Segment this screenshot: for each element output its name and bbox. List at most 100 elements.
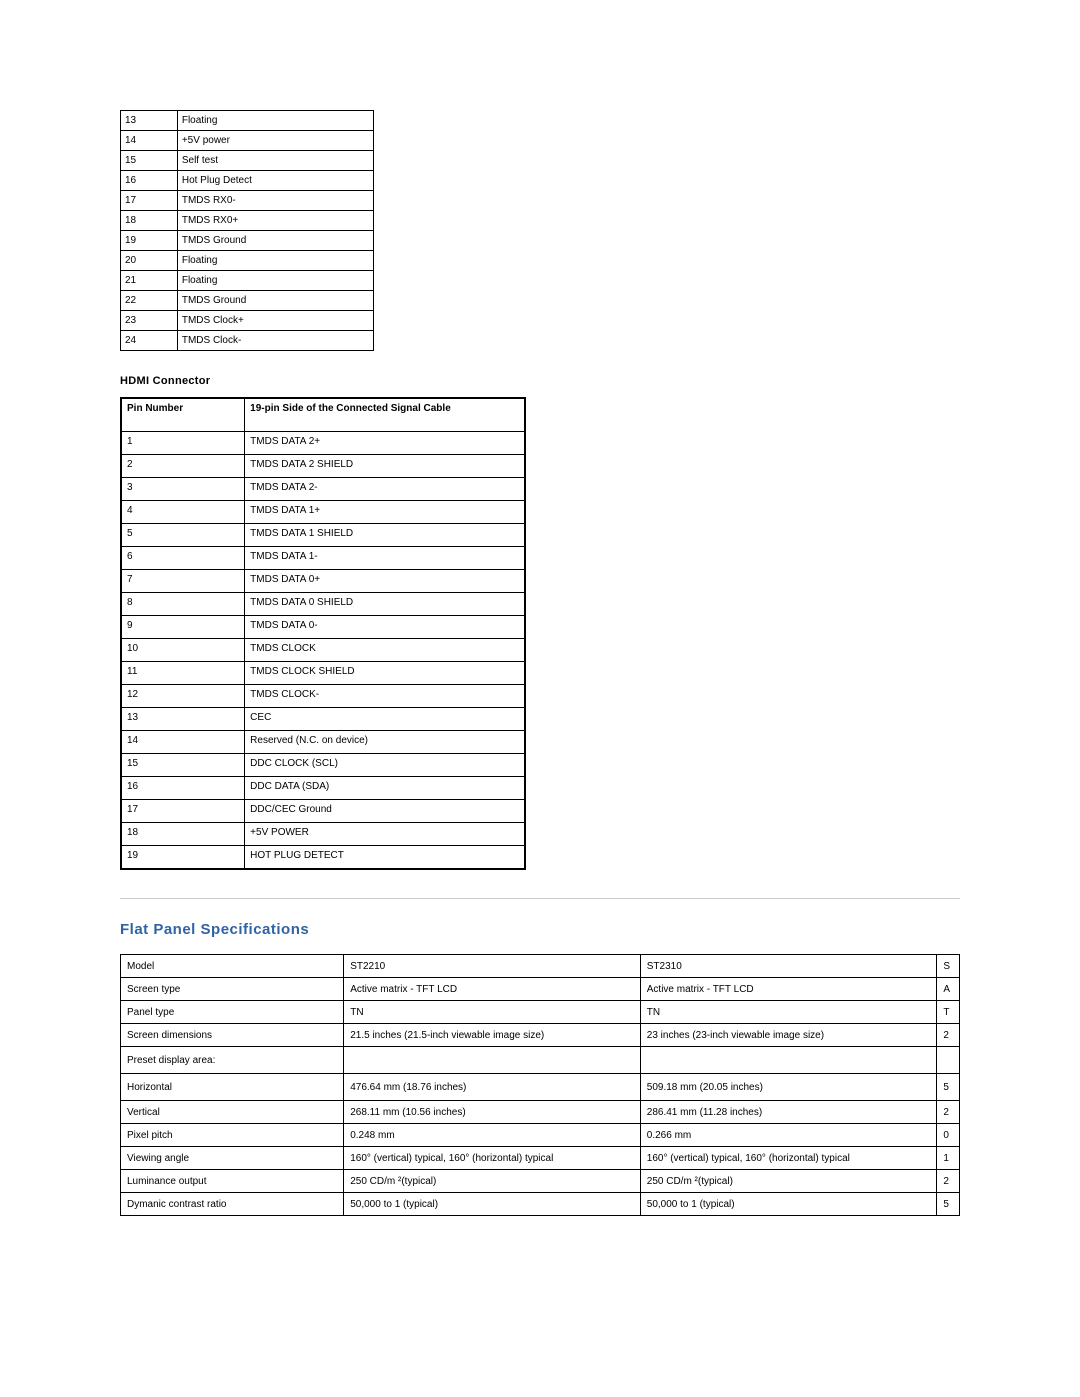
table-row: 21Floating	[121, 271, 374, 291]
cell: +5V POWER	[245, 823, 525, 846]
cell: TMDS DATA 2-	[245, 478, 525, 501]
cell: HOT PLUG DETECT	[245, 846, 525, 870]
cell: TMDS Ground	[177, 231, 373, 251]
cell: 7	[121, 570, 245, 593]
cell: 250 CD/m ²(typical)	[344, 1170, 641, 1193]
table-row: 14+5V power	[121, 131, 374, 151]
cell: TMDS DATA 2 SHIELD	[245, 455, 525, 478]
cell: Reserved (N.C. on device)	[245, 731, 525, 754]
table-row: 1TMDS DATA 2+	[121, 432, 525, 455]
cell: Preset display area:	[121, 1047, 344, 1074]
table-row: ModelST2210ST2310S	[121, 955, 960, 978]
cell: 2	[121, 455, 245, 478]
cell: TMDS RX0-	[177, 191, 373, 211]
cell: 17	[121, 191, 178, 211]
flat-panel-spec-table: ModelST2210ST2310SScreen type Active matr…	[120, 954, 960, 1216]
cell: 16	[121, 171, 178, 191]
table-row: 8TMDS DATA 0 SHIELD	[121, 593, 525, 616]
cell: TMDS DATA 0 SHIELD	[245, 593, 525, 616]
hdmi-header-pin: Pin Number	[121, 398, 245, 432]
cell: TMDS DATA 0+	[245, 570, 525, 593]
cell: 3	[121, 478, 245, 501]
cell: 5	[937, 1074, 960, 1101]
table-row: 7TMDS DATA 0+	[121, 570, 525, 593]
table-row: 3TMDS DATA 2-	[121, 478, 525, 501]
cell: Vertical	[121, 1101, 344, 1124]
table-row: Luminance output250 CD/m ²(typical)250 C…	[121, 1170, 960, 1193]
cell: 50,000 to 1 (typical)	[344, 1193, 641, 1216]
cell: 10	[121, 639, 245, 662]
cell: Hot Plug Detect	[177, 171, 373, 191]
hdmi-heading: HDMI Connector	[120, 375, 960, 387]
cell: 19	[121, 231, 178, 251]
table-row: Horizontal476.64 mm (18.76 inches)509.18…	[121, 1074, 960, 1101]
cell: 50,000 to 1 (typical)	[640, 1193, 937, 1216]
cell: Panel type	[121, 1001, 344, 1024]
cell: 15	[121, 151, 178, 171]
table-row: Panel typeTNTNT	[121, 1001, 960, 1024]
cell: TN	[344, 1001, 641, 1024]
cell: Floating	[177, 271, 373, 291]
table-row: 16Hot Plug Detect	[121, 171, 374, 191]
cell: TMDS DATA 1+	[245, 501, 525, 524]
cell: TMDS DATA 1 SHIELD	[245, 524, 525, 547]
cell: 14	[121, 731, 245, 754]
cell: TMDS Clock+	[177, 311, 373, 331]
cell: 4	[121, 501, 245, 524]
cell: DDC CLOCK (SCL)	[245, 754, 525, 777]
flat-panel-heading: Flat Panel Specifications	[120, 921, 960, 938]
table-row: Preset display area:	[121, 1047, 960, 1074]
cell: 160° (vertical) typical, 160° (horizonta…	[344, 1147, 641, 1170]
table-row: Screen dimensions21.5 inches (21.5-inch …	[121, 1024, 960, 1047]
table-row: 18+5V POWER	[121, 823, 525, 846]
cell: 12	[121, 685, 245, 708]
cell: S	[937, 955, 960, 978]
hdmi-connector-table: Pin Number 19-pin Side of the Connected …	[120, 397, 526, 870]
table-row: 11TMDS CLOCK SHIELD	[121, 662, 525, 685]
cell: 23	[121, 311, 178, 331]
cell: Dymanic contrast ratio	[121, 1193, 344, 1216]
table-row: 2TMDS DATA 2 SHIELD	[121, 455, 525, 478]
cell: 6	[121, 547, 245, 570]
cell: TMDS CLOCK	[245, 639, 525, 662]
table-row: 24TMDS Clock-	[121, 331, 374, 351]
cell: ST2310	[640, 955, 937, 978]
table-row: 20Floating	[121, 251, 374, 271]
cell: TMDS CLOCK-	[245, 685, 525, 708]
cell: 16	[121, 777, 245, 800]
cell: TMDS Ground	[177, 291, 373, 311]
cell: 1	[937, 1147, 960, 1170]
cell	[640, 1047, 937, 1074]
table-row: 13Floating	[121, 111, 374, 131]
cell: 22	[121, 291, 178, 311]
table-row: 13CEC	[121, 708, 525, 731]
cell: 18	[121, 211, 178, 231]
cell: Floating	[177, 111, 373, 131]
cell: 5	[121, 524, 245, 547]
cell: 0.248 mm	[344, 1124, 641, 1147]
cell: Active matrix - TFT LCD	[640, 978, 937, 1001]
cell: 15	[121, 754, 245, 777]
cell: A	[937, 978, 960, 1001]
cell: 8	[121, 593, 245, 616]
cell: 13	[121, 708, 245, 731]
table-row: 22TMDS Ground	[121, 291, 374, 311]
cell: 23 inches (23-inch viewable image size)	[640, 1024, 937, 1047]
table-row: 19TMDS Ground	[121, 231, 374, 251]
table-row: Dymanic contrast ratio50,000 to 1 (typic…	[121, 1193, 960, 1216]
cell	[344, 1047, 641, 1074]
cell: TMDS Clock-	[177, 331, 373, 351]
cell: Viewing angle	[121, 1147, 344, 1170]
cell: T	[937, 1001, 960, 1024]
table-row: 14Reserved (N.C. on device)	[121, 731, 525, 754]
table-row: 4TMDS DATA 1+	[121, 501, 525, 524]
table-row: 6TMDS DATA 1-	[121, 547, 525, 570]
cell: 0	[937, 1124, 960, 1147]
cell: 18	[121, 823, 245, 846]
cell: Screen type	[121, 978, 344, 1001]
cell: 13	[121, 111, 178, 131]
table-row: 16DDC DATA (SDA)	[121, 777, 525, 800]
table-row: 15DDC CLOCK (SCL)	[121, 754, 525, 777]
cell: TMDS DATA 0-	[245, 616, 525, 639]
cell: Luminance output	[121, 1170, 344, 1193]
